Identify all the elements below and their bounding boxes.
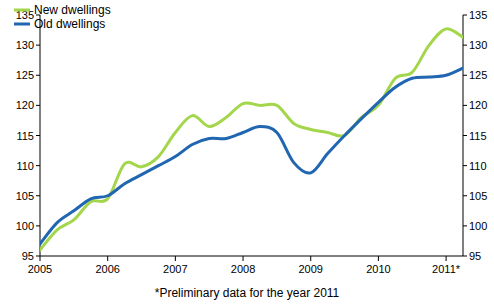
y-tick-right bbox=[463, 135, 467, 136]
x-tick-label: 2008 bbox=[231, 263, 255, 275]
y-tick-right bbox=[463, 225, 467, 226]
x-tick bbox=[378, 256, 379, 261]
y-tick-right bbox=[463, 165, 467, 166]
y-tick-label-right: 135 bbox=[469, 9, 487, 21]
y-tick-right bbox=[463, 15, 467, 16]
y-tick-label-right: 130 bbox=[469, 39, 487, 51]
legend: New dwellingsOld dwellings bbox=[14, 3, 111, 31]
y-tick bbox=[36, 225, 40, 226]
x-tick-label: 2005 bbox=[28, 263, 52, 275]
x-tick bbox=[310, 256, 311, 261]
x-tick-label: 2006 bbox=[95, 263, 119, 275]
footnote: *Preliminary data for the year 2011 bbox=[155, 286, 340, 300]
y-tick bbox=[36, 45, 40, 46]
legend-label: New dwellings bbox=[34, 3, 111, 17]
y-tick-label-right: 95 bbox=[469, 250, 481, 262]
y-tick-label: 125 bbox=[16, 69, 34, 81]
x-tick bbox=[446, 256, 447, 261]
y-tick-label: 130 bbox=[16, 39, 34, 51]
y-tick-label-right: 115 bbox=[469, 130, 487, 142]
plot-area bbox=[40, 29, 463, 250]
series-line bbox=[40, 68, 463, 244]
y-tick bbox=[36, 75, 40, 76]
x-tick-label: 2011* bbox=[432, 263, 461, 275]
x-tick bbox=[243, 256, 244, 261]
y-tick-label: 110 bbox=[16, 160, 34, 172]
y-tick-label: 115 bbox=[16, 130, 34, 142]
x-axis bbox=[40, 256, 463, 257]
y-tick-label-right: 100 bbox=[469, 220, 487, 232]
legend-label: Old dwellings bbox=[34, 17, 105, 31]
y-tick bbox=[36, 195, 40, 196]
y-tick-label: 100 bbox=[16, 220, 34, 232]
y-tick bbox=[36, 165, 40, 166]
y-tick-right bbox=[463, 195, 467, 196]
y-tick-right bbox=[463, 105, 467, 106]
x-tick bbox=[175, 256, 176, 261]
y-tick-label-right: 105 bbox=[469, 190, 487, 202]
legend-swatch bbox=[14, 9, 30, 12]
y-tick-label-right: 125 bbox=[469, 69, 487, 81]
series-line bbox=[40, 29, 463, 250]
chart: 95 95 100 100 105 105 110 110 115 115 120 120 125 125… bbox=[0, 0, 494, 304]
x-tick-label: 2007 bbox=[163, 263, 187, 275]
x-tick-label: 2010 bbox=[366, 263, 390, 275]
y-tick bbox=[36, 256, 40, 257]
y-tick-label: 95 bbox=[22, 250, 34, 262]
x-tick-label: 2009 bbox=[298, 263, 322, 275]
y-tick bbox=[36, 135, 40, 136]
y-tick bbox=[36, 105, 40, 106]
y-tick-label-right: 120 bbox=[469, 99, 487, 111]
y-tick-right bbox=[463, 256, 467, 257]
x-tick bbox=[40, 256, 41, 261]
y-tick-right bbox=[463, 45, 467, 46]
y-tick-label: 105 bbox=[16, 190, 34, 202]
y-tick-right bbox=[463, 75, 467, 76]
y-tick-label-right: 110 bbox=[469, 160, 487, 172]
legend-swatch bbox=[14, 23, 30, 26]
x-tick bbox=[107, 256, 108, 261]
y-tick-label: 120 bbox=[16, 99, 34, 111]
